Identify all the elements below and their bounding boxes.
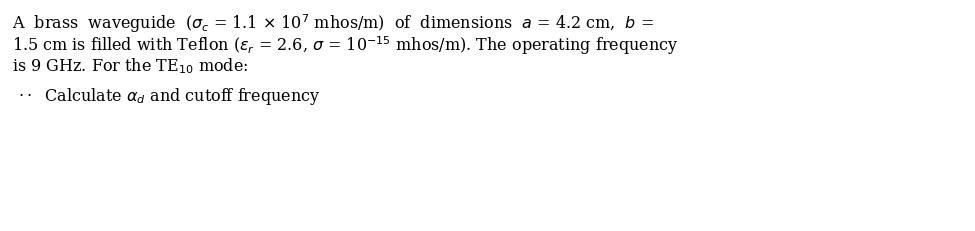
Text: 1.5 cm is filled with Teflon ($\varepsilon_r$ = 2.6, $\sigma$ = 10$^{-15}$ mhos/: 1.5 cm is filled with Teflon ($\varepsil…	[12, 34, 679, 57]
Text: A  brass  waveguide  ($\sigma_c$ = 1.1 $\times$ 10$^7$ mhos/m)  of  dimensions  : A brass waveguide ($\sigma_c$ = 1.1 $\ti…	[12, 12, 654, 35]
Text: $\cdot\cdot$  Calculate $\alpha_d$ and cutoff frequency: $\cdot\cdot$ Calculate $\alpha_d$ and cu…	[18, 86, 321, 107]
Text: is 9 GHz. For the TE$_{10}$ mode:: is 9 GHz. For the TE$_{10}$ mode:	[12, 56, 249, 76]
